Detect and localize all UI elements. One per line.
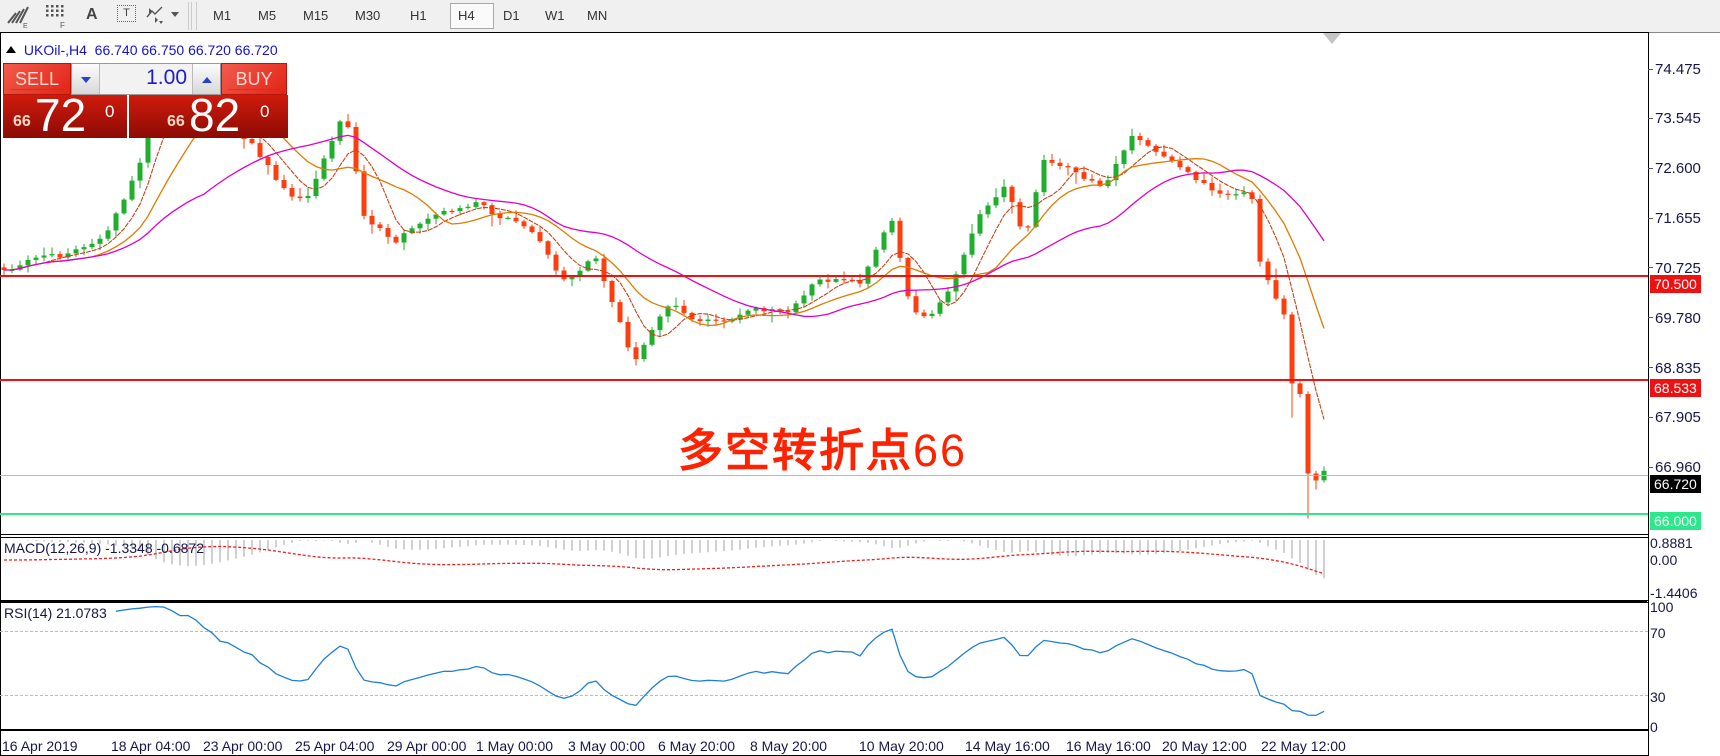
svg-text:E: E [23,23,28,29]
